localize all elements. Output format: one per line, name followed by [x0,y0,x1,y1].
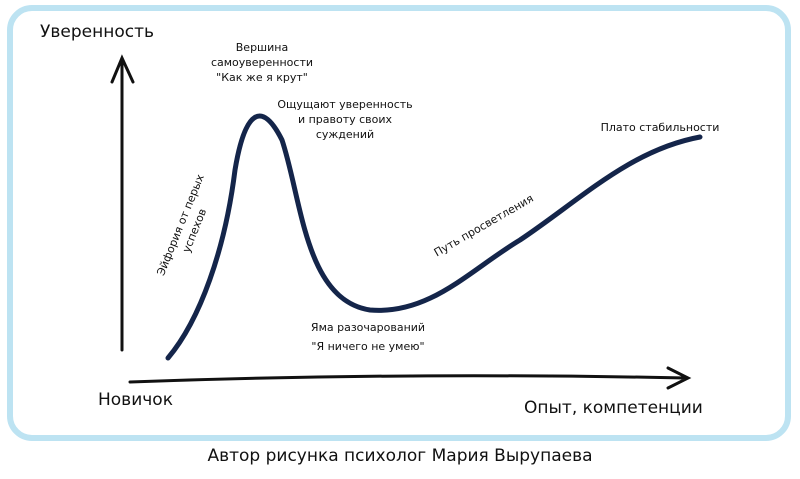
annotation-line: "Я ничего не умею" [311,340,424,353]
annotation-line: Вершина [236,41,288,54]
x-axis-end-label: Опыт, компетенции [524,398,703,418]
annotation-valley: Яма разочарований "Я ничего не умею" [311,321,425,353]
caption: Автор рисунка психолог Мария Вырупаева [207,446,592,466]
annotation-line: Плато стабильности [601,121,720,134]
y-axis-arrow [110,54,135,352]
x-axis-arrow [128,366,692,390]
confidence-curve [165,113,703,361]
annotation-line: Яма разочарований [311,321,425,334]
annotation-line: "Как же я крут" [216,71,308,84]
annotation-line: Ощущают уверенность [277,98,412,111]
annotation-plateau: Плато стабильности [601,121,720,134]
y-axis-label: Уверенность [40,22,154,42]
frame [7,5,791,441]
annotation-line: и правоту своих [298,113,393,126]
annotation-peak: Вершина самоуверенности "Как же я крут" [211,41,313,84]
annotation-confident: Ощущают уверенность и правоту своих сужден… [277,98,412,141]
annotation-line: самоуверенности [211,56,313,69]
annotation-line: суждений [316,128,374,141]
x-axis-start-label: Новичок [98,390,173,410]
